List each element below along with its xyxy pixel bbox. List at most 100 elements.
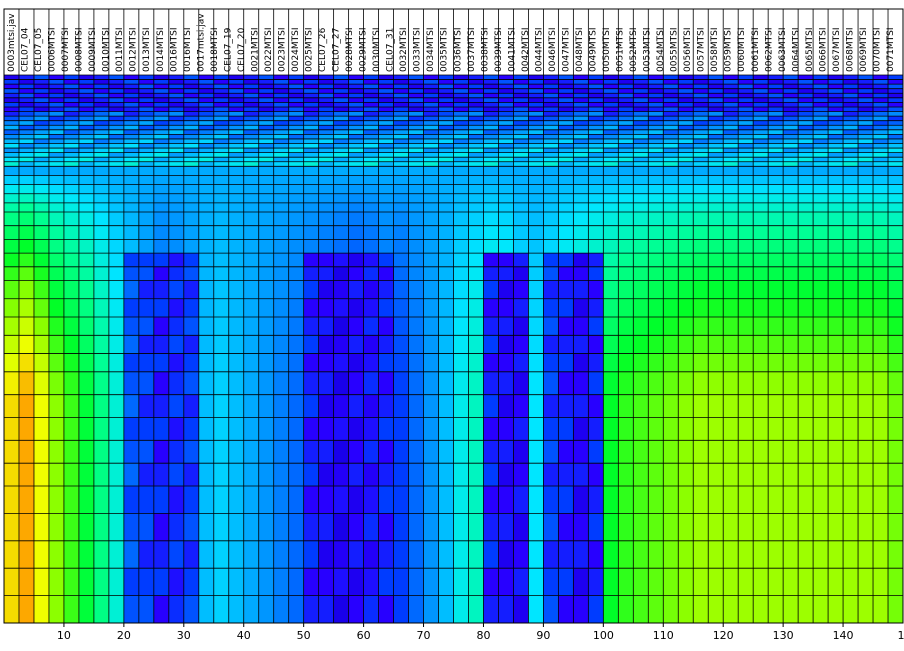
- heatmap-cell: [168, 335, 184, 354]
- heatmap-cell: [228, 568, 244, 596]
- heatmap-cell: [618, 440, 634, 464]
- heatmap-cell: [123, 175, 139, 185]
- heatmap-cell: [258, 148, 274, 153]
- heatmap-cell: [468, 84, 484, 89]
- heatmap-cell: [843, 116, 859, 121]
- heatmap-cell: [198, 75, 214, 80]
- x-tick-label: 1: [898, 629, 904, 642]
- heatmap-cell: [48, 417, 64, 441]
- heatmap-cell: [33, 335, 49, 354]
- heatmap-cell: [693, 138, 709, 144]
- heatmap-cell: [828, 97, 844, 103]
- heatmap-cell: [678, 88, 694, 94]
- heatmap-cell: [588, 371, 604, 395]
- heatmap-cell: [213, 184, 229, 194]
- heatmap-cell: [558, 298, 574, 318]
- heatmap-cell: [843, 225, 859, 240]
- heatmap-cell: [183, 184, 199, 194]
- heatmap-cell: [723, 116, 739, 121]
- heatmap-cell: [858, 157, 874, 162]
- heatmap-cell: [663, 111, 679, 117]
- heatmap-cell: [348, 417, 364, 441]
- heatmap-cell: [123, 540, 139, 569]
- heatmap-cell: [108, 184, 124, 194]
- heatmap-cell: [603, 298, 619, 318]
- heatmap-cell: [198, 143, 214, 149]
- heatmap-cell: [4, 440, 19, 464]
- heatmap-cell: [318, 166, 334, 176]
- heatmap-cell: [738, 317, 754, 336]
- heatmap-cell: [48, 138, 64, 144]
- heatmap-cell: [813, 335, 829, 354]
- heatmap-cell: [858, 513, 874, 541]
- heatmap-cell: [363, 253, 379, 267]
- heatmap-cell: [483, 417, 499, 441]
- heatmap-cell: [213, 120, 229, 126]
- heatmap-cell: [843, 193, 859, 203]
- heatmap-cell: [333, 212, 349, 226]
- heatmap-cell: [753, 595, 769, 623]
- heatmap-cell: [258, 540, 274, 569]
- heatmap-cell: [4, 202, 19, 212]
- heatmap-cell: [108, 157, 124, 162]
- heatmap-cell: [348, 148, 364, 153]
- heatmap-cell: [723, 97, 739, 103]
- heatmap-cell: [618, 371, 634, 395]
- heatmap-cell: [48, 125, 64, 130]
- heatmap-cell: [453, 161, 469, 167]
- heatmap-cell: [348, 202, 364, 212]
- heatmap-cell: [753, 111, 769, 117]
- heatmap-cell: [33, 394, 49, 418]
- heatmap-cell: [648, 79, 664, 85]
- heatmap-cell: [588, 161, 604, 167]
- heatmap-cell: [468, 161, 484, 167]
- heatmap-cell: [783, 317, 799, 336]
- heatmap-cell: [198, 193, 214, 203]
- heatmap-cell: [348, 97, 364, 103]
- heatmap-cell: [738, 129, 754, 135]
- heatmap-cell: [888, 152, 903, 158]
- heatmap-cell: [198, 202, 214, 212]
- heatmap-cell: [288, 143, 304, 149]
- heatmap-cell: [153, 298, 169, 318]
- heatmap-cell: [888, 317, 903, 336]
- heatmap-cell: [4, 102, 19, 107]
- heatmap-cell: [363, 317, 379, 336]
- heatmap-cell: [873, 394, 889, 418]
- heatmap-cell: [573, 202, 589, 212]
- heatmap-cell: [123, 75, 139, 80]
- heatmap-cell: [453, 157, 469, 162]
- heatmap-cell: [693, 175, 709, 185]
- heatmap-cell: [783, 157, 799, 162]
- heatmap-cell: [828, 148, 844, 153]
- heatmap-cell: [153, 212, 169, 226]
- heatmap-cell: [498, 298, 514, 318]
- heatmap-cell: [738, 595, 754, 623]
- column-label: 0036MTSI: [453, 27, 463, 72]
- heatmap-cell: [858, 166, 874, 176]
- heatmap-cell: [543, 129, 559, 135]
- heatmap-cell: [123, 143, 139, 149]
- heatmap-cell: [588, 335, 604, 354]
- heatmap-cell: [123, 463, 139, 486]
- heatmap-cell: [723, 148, 739, 153]
- heatmap-cell: [633, 148, 649, 153]
- heatmap-cell: [828, 298, 844, 318]
- heatmap-cell: [768, 102, 784, 107]
- heatmap-cell: [258, 97, 274, 103]
- heatmap-cell: [513, 97, 529, 103]
- heatmap-cell: [168, 125, 184, 130]
- heatmap-cell: [558, 148, 574, 153]
- heatmap-cell: [528, 239, 544, 254]
- heatmap-cell: [153, 595, 169, 623]
- heatmap-cell: [288, 97, 304, 103]
- heatmap-cell: [378, 161, 394, 167]
- heatmap-cell: [768, 106, 784, 112]
- heatmap-cell: [648, 97, 664, 103]
- heatmap-cell: [528, 138, 544, 144]
- heatmap-cell: [813, 120, 829, 126]
- heatmap-cell: [588, 166, 604, 176]
- heatmap-cell: [438, 175, 454, 185]
- heatmap-cell: [48, 148, 64, 153]
- heatmap-cell: [753, 148, 769, 153]
